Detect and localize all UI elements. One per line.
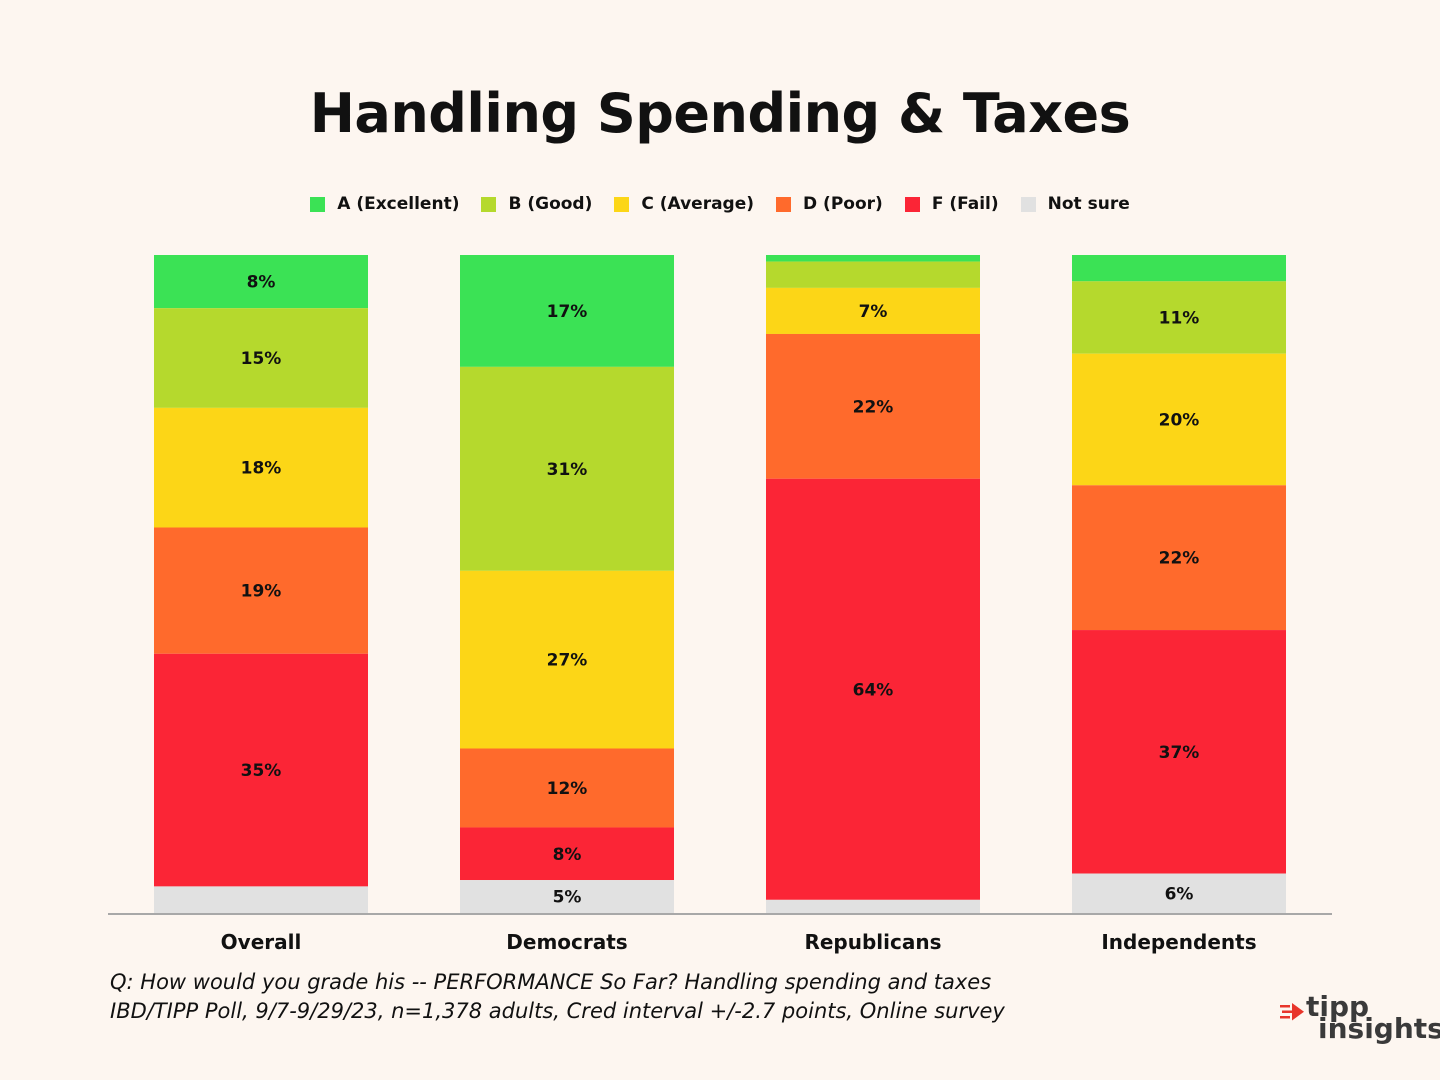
bar-segment-0-2 bbox=[154, 407, 368, 528]
bar-segment-0-4 bbox=[154, 653, 368, 887]
footnote-source: IBD/TIPP Poll, 9/7-9/29/23, n=1,378 adul… bbox=[110, 999, 1005, 1023]
bar-segment-3-4 bbox=[1072, 630, 1286, 874]
category-label-1: Democrats bbox=[506, 930, 627, 954]
legend-label: Not sure bbox=[1047, 194, 1130, 214]
data-label: 31% bbox=[547, 460, 588, 480]
bar-segment-1-2 bbox=[460, 570, 674, 749]
data-label: 7% bbox=[859, 302, 888, 322]
data-label: 35% bbox=[241, 761, 282, 781]
bar-segment-0-5 bbox=[154, 886, 368, 913]
legend-item-3: D (Poor) bbox=[776, 194, 883, 214]
legend-swatch bbox=[481, 196, 497, 212]
bar-segment-1-4 bbox=[460, 827, 674, 881]
legend: A (Excellent) B (Good) C (Average) D (Poor)… bbox=[0, 194, 1440, 214]
data-label: 5% bbox=[553, 888, 582, 908]
legend-swatch bbox=[904, 196, 920, 212]
bar-segment-0-1 bbox=[154, 308, 368, 408]
category-label-0: Overall bbox=[221, 930, 302, 954]
data-label: 27% bbox=[547, 651, 588, 671]
category-label-2: Republicans bbox=[804, 930, 941, 954]
bar-segment-1-3 bbox=[460, 748, 674, 828]
data-label: 17% bbox=[547, 302, 588, 322]
data-label: 6% bbox=[1165, 884, 1194, 904]
legend-item-5: Not sure bbox=[1020, 194, 1130, 214]
logo-mark-icon bbox=[1280, 1003, 1304, 1021]
data-label: 37% bbox=[1159, 743, 1200, 763]
data-label: 64% bbox=[853, 680, 894, 700]
data-label: 15% bbox=[241, 349, 282, 369]
bar-segment-2-5 bbox=[766, 899, 980, 913]
data-label: 8% bbox=[247, 273, 276, 293]
data-label: 8% bbox=[553, 845, 582, 865]
legend-item-2: C (Average) bbox=[614, 194, 754, 214]
footnote: Q: How would you grade his -- PERFORMANC… bbox=[110, 968, 1005, 1026]
chart-title: Handling Spending & Taxes bbox=[309, 82, 1131, 145]
legend-swatch bbox=[1020, 196, 1036, 212]
data-label: 22% bbox=[1159, 549, 1200, 569]
legend-swatch bbox=[776, 196, 792, 212]
legend-swatch bbox=[310, 196, 326, 212]
bar-segment-2-2 bbox=[766, 287, 980, 334]
legend-item-1: B (Good) bbox=[481, 194, 592, 214]
legend-label: D (Poor) bbox=[803, 194, 883, 214]
data-label: 19% bbox=[241, 582, 282, 602]
bar-segment-0-0 bbox=[154, 255, 368, 309]
bar-segment-2-4 bbox=[766, 478, 980, 900]
bar-segment-3-2 bbox=[1072, 353, 1286, 486]
data-label: 12% bbox=[547, 779, 588, 799]
bar-segment-1-5 bbox=[460, 880, 674, 913]
category-label-3: Independents bbox=[1101, 930, 1256, 954]
bar-segment-3-0 bbox=[1072, 255, 1286, 282]
logo-word-insights: insights bbox=[1318, 1012, 1440, 1045]
data-label: 22% bbox=[853, 397, 894, 417]
bar-segment-2-1 bbox=[766, 261, 980, 288]
logo-word-tipp: tipp bbox=[1306, 990, 1370, 1023]
data-label: 20% bbox=[1159, 411, 1200, 431]
bar-segment-1-0 bbox=[460, 255, 674, 367]
bar-segment-2-3 bbox=[766, 333, 980, 479]
legend-label: F (Fail) bbox=[931, 194, 999, 214]
legend-item-4: F (Fail) bbox=[904, 194, 999, 214]
bar-segment-3-3 bbox=[1072, 485, 1286, 631]
legend-swatch bbox=[614, 196, 630, 212]
bar-segment-3-5 bbox=[1072, 873, 1286, 913]
legend-label: C (Average) bbox=[641, 194, 755, 214]
tipp-insights-logo: tipp insights bbox=[1280, 990, 1440, 1046]
data-label: 11% bbox=[1159, 309, 1200, 329]
stacked-bar-chart: 8% 15% 18% 19% 35% Overall 17% 31% 27% 12% 8% 5% Dem… bbox=[108, 255, 1332, 954]
legend-item-0: A (Excellent) bbox=[310, 194, 459, 214]
footnote-question: Q: How would you grade his -- PERFORMANC… bbox=[110, 970, 992, 994]
legend-label: A (Excellent) bbox=[337, 194, 460, 214]
bar-segment-2-0 bbox=[766, 255, 980, 262]
bar-segment-3-1 bbox=[1072, 281, 1286, 354]
data-label: 18% bbox=[241, 459, 282, 479]
bar-segment-0-3 bbox=[154, 527, 368, 654]
bar-segment-1-1 bbox=[460, 366, 674, 571]
legend-label: B (Good) bbox=[508, 194, 593, 214]
